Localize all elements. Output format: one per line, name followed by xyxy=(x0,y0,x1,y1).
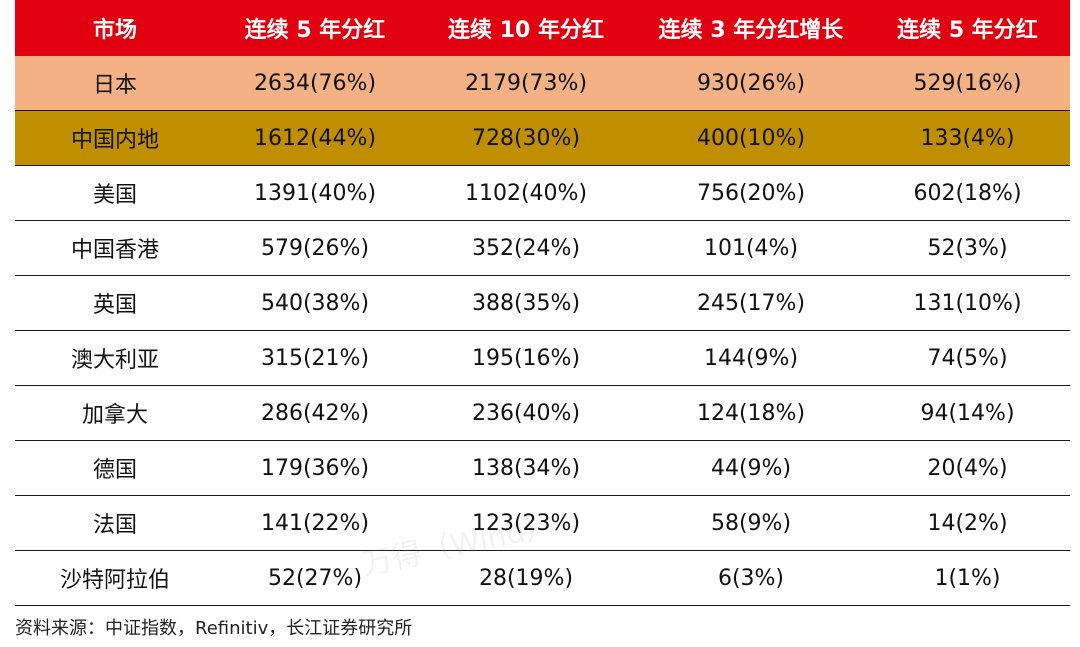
table-cell: 141(22%) xyxy=(215,495,415,551)
header-5yr-dividend-2: 连续 5 年分红 xyxy=(865,0,1070,56)
table-cell: 529(16%) xyxy=(865,56,1070,111)
dividend-table: 市场 连续 5 年分红 连续 10 年分红 连续 3 年分红增长 连续 5 年分… xyxy=(15,0,1070,606)
market-cell: 中国内地 xyxy=(15,110,215,166)
table-cell: 602(18%) xyxy=(865,165,1070,221)
table-cell: 400(10%) xyxy=(637,110,865,166)
table-cell: 44(9%) xyxy=(637,440,865,496)
table-cell: 124(18%) xyxy=(637,385,865,441)
table-row: 沙特阿拉伯 52(27%) 28(19%) 6(3%) 1(1%) xyxy=(15,550,1070,606)
table-cell: 286(42%) xyxy=(215,385,415,441)
table-cell: 123(23%) xyxy=(415,495,637,551)
table-cell: 315(21%) xyxy=(215,330,415,386)
header-5yr-dividend: 连续 5 年分红 xyxy=(215,0,415,56)
market-cell: 日本 xyxy=(15,56,215,111)
table-cell: 20(4%) xyxy=(865,440,1070,496)
table-cell: 52(27%) xyxy=(215,550,415,606)
market-cell: 德国 xyxy=(15,440,215,496)
table-cell: 1612(44%) xyxy=(215,110,415,166)
table-cell: 728(30%) xyxy=(415,110,637,166)
market-cell: 法国 xyxy=(15,495,215,551)
table-row: 中国内地 1612(44%) 728(30%) 400(10%) 133(4%) xyxy=(15,110,1070,166)
table-row: 法国 141(22%) 123(23%) 58(9%) 14(2%) xyxy=(15,495,1070,551)
dividend-table-container: 市场 连续 5 年分红 连续 10 年分红 连续 3 年分红增长 连续 5 年分… xyxy=(15,0,1070,606)
table-cell: 74(5%) xyxy=(865,330,1070,386)
table-cell: 94(14%) xyxy=(865,385,1070,441)
table-cell: 52(3%) xyxy=(865,220,1070,276)
header-3yr-dividend-growth: 连续 3 年分红增长 xyxy=(637,0,865,56)
table-cell: 144(9%) xyxy=(637,330,865,386)
table-cell: 6(3%) xyxy=(637,550,865,606)
table-cell: 579(26%) xyxy=(215,220,415,276)
market-cell: 加拿大 xyxy=(15,385,215,441)
table-cell: 138(34%) xyxy=(415,440,637,496)
market-cell: 沙特阿拉伯 xyxy=(15,550,215,606)
table-row: 澳大利亚 315(21%) 195(16%) 144(9%) 74(5%) xyxy=(15,330,1070,386)
table-cell: 2179(73%) xyxy=(415,56,637,111)
market-cell: 英国 xyxy=(15,275,215,331)
table-cell: 58(9%) xyxy=(637,495,865,551)
table-cell: 930(26%) xyxy=(637,56,865,111)
market-cell: 美国 xyxy=(15,165,215,221)
table-header-row: 市场 连续 5 年分红 连续 10 年分红 连续 3 年分红增长 连续 5 年分… xyxy=(15,0,1070,56)
table-cell: 179(36%) xyxy=(215,440,415,496)
table-row: 德国 179(36%) 138(34%) 44(9%) 20(4%) xyxy=(15,440,1070,496)
table-cell: 195(16%) xyxy=(415,330,637,386)
table-cell: 101(4%) xyxy=(637,220,865,276)
table-cell: 1102(40%) xyxy=(415,165,637,221)
table-cell: 28(19%) xyxy=(415,550,637,606)
table-cell: 133(4%) xyxy=(865,110,1070,166)
table-row: 美国 1391(40%) 1102(40%) 756(20%) 602(18%) xyxy=(15,165,1070,221)
source-note: 资料来源：中证指数，Refinitiv，长江证券研究所 xyxy=(15,618,413,639)
table-row: 中国香港 579(26%) 352(24%) 101(4%) 52(3%) xyxy=(15,220,1070,276)
market-cell: 澳大利亚 xyxy=(15,330,215,386)
table-cell: 756(20%) xyxy=(637,165,865,221)
table-row: 日本 2634(76%) 2179(73%) 930(26%) 529(16%) xyxy=(15,56,1070,111)
table-cell: 236(40%) xyxy=(415,385,637,441)
table-cell: 1(1%) xyxy=(865,550,1070,606)
table-cell: 245(17%) xyxy=(637,275,865,331)
header-market: 市场 xyxy=(15,0,215,56)
table-cell: 352(24%) xyxy=(415,220,637,276)
table-row: 加拿大 286(42%) 236(40%) 124(18%) 94(14%) xyxy=(15,385,1070,441)
table-row: 英国 540(38%) 388(35%) 245(17%) 131(10%) xyxy=(15,275,1070,331)
table-cell: 131(10%) xyxy=(865,275,1070,331)
table-cell: 1391(40%) xyxy=(215,165,415,221)
header-10yr-dividend: 连续 10 年分红 xyxy=(415,0,637,56)
table-cell: 540(38%) xyxy=(215,275,415,331)
table-cell: 388(35%) xyxy=(415,275,637,331)
table-cell: 2634(76%) xyxy=(215,56,415,111)
market-cell: 中国香港 xyxy=(15,220,215,276)
table-cell: 14(2%) xyxy=(865,495,1070,551)
